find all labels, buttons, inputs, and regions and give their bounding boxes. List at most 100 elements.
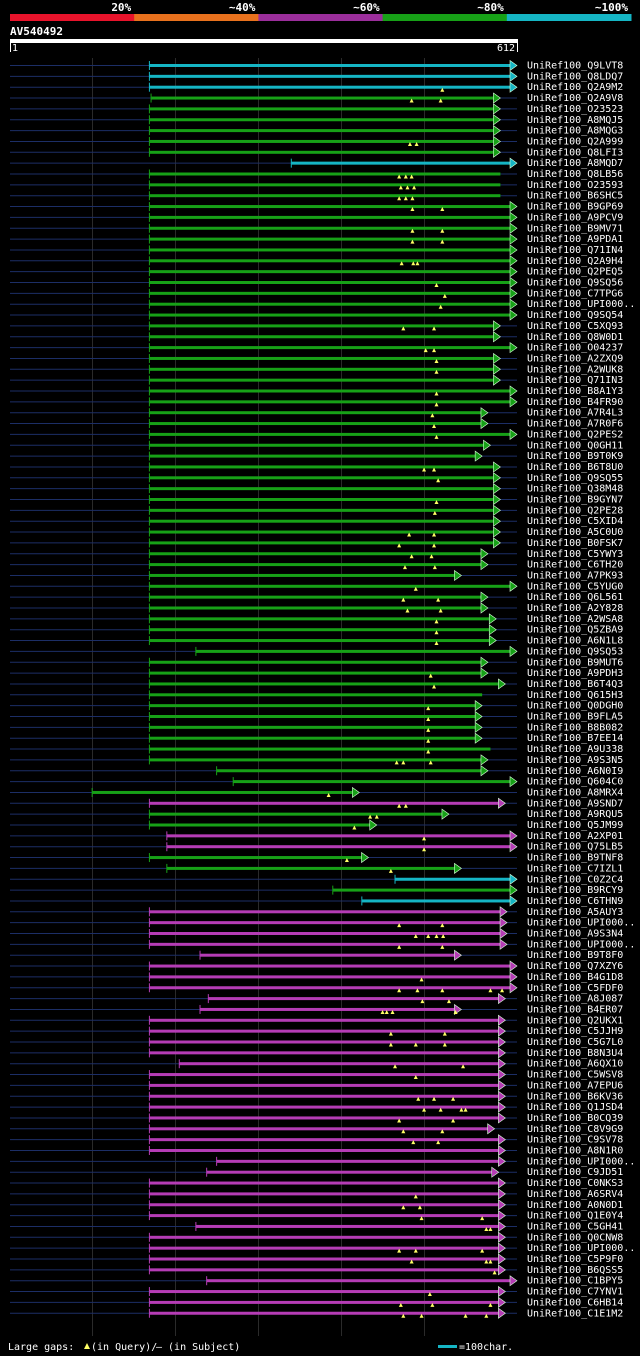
hit-label[interactable]: UniRef100_A6N0I9 — [527, 766, 623, 777]
hit-label[interactable]: UniRef100_Q2A9V8 — [527, 93, 623, 104]
hit-label[interactable]: UniRef100_B9RCY9 — [527, 885, 623, 896]
hit-label[interactable]: UniRef100_B9GYN7 — [527, 495, 623, 506]
hit-row[interactable]: UniRef100_B4ER07 — [10, 1003, 623, 1015]
hit-label[interactable]: UniRef100_A7PK93 — [527, 570, 623, 581]
hit-row[interactable]: UniRef100_Q1E0Y4 — [10, 1210, 623, 1222]
hit-label[interactable]: UniRef100_C5FDF0 — [527, 983, 623, 994]
hit-label[interactable]: UniRef100_Q9SQ53 — [527, 646, 623, 657]
hit-row[interactable]: UniRef100_B9MV71 — [10, 222, 623, 234]
hit-label[interactable]: UniRef100_A8MRX4 — [527, 787, 623, 798]
hit-label[interactable]: UniRef100_B4ER07 — [527, 1004, 623, 1015]
hit-label[interactable]: UniRef100_A9PCV9 — [527, 212, 623, 223]
hit-row[interactable]: UniRef100_B0CQ39 — [10, 1112, 623, 1124]
hit-row[interactable]: UniRef100_Q5JM99 — [10, 819, 623, 831]
hit-row[interactable]: UniRef100_C6HB14 — [10, 1296, 623, 1308]
hit-row[interactable]: UniRef100_C1BPY5 — [10, 1275, 623, 1287]
hit-label[interactable]: UniRef100_Q9SQ54 — [527, 310, 623, 321]
hit-label[interactable]: UniRef100_Q71IN4 — [527, 245, 623, 256]
hit-row[interactable]: UniRef100_A9RQU5 — [10, 808, 623, 820]
hit-row[interactable]: UniRef100_Q9SQ55 — [10, 472, 623, 484]
hit-row[interactable]: UniRef100_C5GH41 — [10, 1220, 623, 1232]
hit-row[interactable]: UniRef100_B4G1D8 — [10, 971, 623, 983]
hit-row[interactable]: UniRef100_C9SV78 — [10, 1134, 623, 1146]
hit-row[interactable]: UniRef100_Q7XZY6 — [10, 960, 623, 972]
hit-label[interactable]: UniRef100_Q6L561 — [527, 592, 623, 603]
hit-row[interactable]: UniRef100_Q8W0D1 — [10, 331, 623, 343]
hit-row[interactable]: UniRef100_A7PK93 — [10, 569, 623, 581]
hit-row[interactable]: UniRef100_A9PCV9 — [10, 211, 623, 223]
hit-row[interactable]: UniRef100_B9T0K9 — [10, 450, 623, 462]
hit-label[interactable]: UniRef100_B6QSS5 — [527, 1265, 623, 1276]
hit-label[interactable]: UniRef100_C0NKS3 — [527, 1178, 623, 1189]
hit-row[interactable]: UniRef100_Q604C0 — [10, 776, 623, 788]
hit-row[interactable]: UniRef100_Q8LDQ7 — [10, 70, 623, 82]
hit-label[interactable]: UniRef100_Q1E0Y4 — [527, 1211, 623, 1222]
hit-row[interactable]: UniRef100_C5YWY3 — [10, 548, 623, 560]
hit-row[interactable]: UniRef100_Q38M48 — [10, 483, 623, 495]
hit-label[interactable]: UniRef100_A6N1L8 — [527, 636, 623, 647]
hit-row[interactable]: UniRef100_C7TPG6 — [10, 287, 623, 299]
hit-row[interactable]: UniRef100_B9TNF8 — [10, 851, 623, 864]
hit-row[interactable]: UniRef100_Q2A9M2 — [10, 81, 623, 93]
hit-label[interactable]: UniRef100_A6SRV4 — [527, 1189, 623, 1200]
hit-label[interactable]: UniRef100_Q9SQ55 — [527, 473, 623, 484]
hit-row[interactable]: UniRef100_A2Y828 — [10, 602, 623, 614]
hit-label[interactable]: UniRef100_Q9LVT8 — [527, 61, 623, 72]
hit-label[interactable]: UniRef100_C5XQ93 — [527, 321, 623, 332]
hit-label[interactable]: UniRef100_A7R0F6 — [527, 419, 623, 430]
hit-label[interactable]: UniRef100_C9SV78 — [527, 1135, 623, 1146]
hit-row[interactable]: UniRef100_B6QSS5 — [10, 1264, 623, 1276]
hit-label[interactable]: UniRef100_O23593 — [527, 180, 623, 191]
hit-label[interactable]: UniRef100_Q0GH11 — [527, 440, 623, 451]
hit-label[interactable]: UniRef100_A9S3N4 — [527, 929, 623, 940]
hit-row[interactable]: UniRef100_Q2A999 — [10, 135, 623, 147]
hit-label[interactable]: UniRef100_C5P9F0 — [527, 1254, 623, 1265]
hit-label[interactable]: UniRef100_Q38M48 — [527, 484, 623, 495]
hit-row[interactable]: UniRef100_A7R0F6 — [10, 417, 623, 430]
hit-label[interactable]: UniRef100_A9PDA1 — [527, 234, 623, 245]
hit-label[interactable]: UniRef100_Q2PE28 — [527, 505, 623, 516]
hit-row[interactable]: UniRef100_Q75LB5 — [10, 841, 623, 853]
hit-row[interactable]: UniRef100_Q0DGH0 — [10, 700, 623, 712]
hit-row[interactable]: UniRef100_B9GP69 — [10, 200, 623, 213]
hit-row[interactable]: UniRef100_C5YUG0 — [10, 580, 623, 592]
hit-label[interactable]: UniRef100_Q71IN3 — [527, 375, 623, 386]
hit-label[interactable]: UniRef100_B9TNF8 — [527, 853, 623, 864]
hit-label[interactable]: UniRef100_A2Y828 — [527, 603, 623, 614]
hit-row[interactable]: UniRef100_Q0GH11 — [10, 439, 623, 451]
hit-row[interactable]: UniRef100_A8N1R0 — [10, 1144, 623, 1157]
hit-row[interactable]: UniRef100_A2ZXQ9 — [10, 352, 623, 364]
hit-row[interactable]: UniRef100_B7EE14 — [10, 732, 623, 744]
hit-label[interactable]: UniRef100_Q8LDQ7 — [527, 71, 623, 82]
hit-row[interactable]: UniRef100_B9RCY9 — [10, 884, 623, 896]
hit-label[interactable]: UniRef100_B6T4Q3 — [527, 679, 623, 690]
hit-row[interactable]: UniRef100_A8MQG3 — [10, 125, 623, 137]
hit-row[interactable]: UniRef100_B6T4Q3 — [10, 678, 623, 690]
hit-row[interactable]: UniRef100_O04237 — [10, 342, 623, 354]
hit-row[interactable]: UniRef100_B9MUT6 — [10, 656, 623, 668]
hit-row[interactable]: UniRef100_Q2PE28 — [10, 504, 623, 516]
hit-label[interactable]: UniRef100_Q2PES2 — [527, 429, 623, 440]
hit-label[interactable]: UniRef100_A8MQG3 — [527, 126, 623, 137]
hit-row[interactable]: UniRef100_B9FLA5 — [10, 710, 623, 723]
hit-label[interactable]: UniRef100_Q2PEQ5 — [527, 267, 623, 278]
hit-label[interactable]: UniRef100_UPI000.. — [527, 1243, 635, 1254]
hit-row[interactable]: UniRef100_Q2A9H4 — [10, 255, 623, 267]
hit-row[interactable]: UniRef100_A9S3N5 — [10, 754, 623, 766]
hit-label[interactable]: UniRef100_A9SND7 — [527, 798, 623, 809]
hit-label[interactable]: UniRef100_C8V9G9 — [527, 1124, 623, 1135]
hit-label[interactable]: UniRef100_Q2A999 — [527, 136, 623, 147]
hit-row[interactable]: UniRef100_A0N0D1 — [10, 1199, 623, 1211]
hit-label[interactable]: UniRef100_B9MV71 — [527, 223, 623, 234]
hit-label[interactable]: UniRef100_C5XID4 — [527, 516, 623, 527]
hit-row[interactable]: UniRef100_A5AUY3 — [10, 906, 623, 918]
hit-label[interactable]: UniRef100_A5AUY3 — [527, 907, 623, 918]
hit-label[interactable]: UniRef100_C5G7L0 — [527, 1037, 623, 1048]
hit-label[interactable]: UniRef100_B6T8U0 — [527, 462, 623, 473]
hit-label[interactable]: UniRef100_C5JJH9 — [527, 1026, 623, 1037]
hit-row[interactable]: UniRef100_Q8LB56 — [10, 169, 623, 180]
hit-row[interactable]: UniRef100_A2XP01 — [10, 830, 623, 842]
hit-label[interactable]: UniRef100_C6TH20 — [527, 560, 623, 571]
hit-label[interactable]: UniRef100_B8B082 — [527, 722, 623, 733]
hit-row[interactable]: UniRef100_A2WUK8 — [10, 363, 623, 375]
